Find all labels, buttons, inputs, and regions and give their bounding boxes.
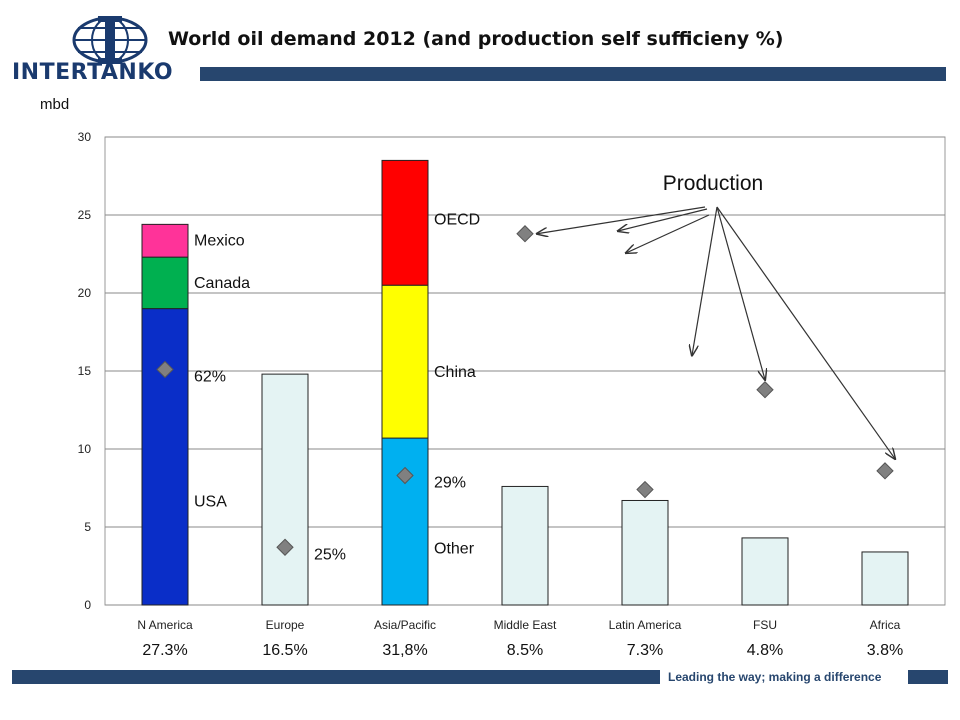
bar-segment-canada [141,256,189,310]
x-category-label: N America [137,618,193,632]
demand-share-label: 4.8% [747,642,783,659]
bar-segment-usa [141,308,189,606]
bar-africa [861,551,909,606]
production-arrow [618,208,708,231]
y-tick-label: 5 [84,520,91,534]
demand-share-label: 3.8% [867,642,903,659]
bar-fsu [741,537,789,606]
y-tick-label: 20 [78,286,92,300]
segment-label-oecd: OECD [434,211,480,228]
x-category-label: Europe [266,618,305,632]
y-tick-label: 15 [78,364,92,378]
x-category-label: Middle East [494,618,557,632]
x-category-label: Africa [870,618,901,632]
production-marker [396,466,414,485]
footer-band-left [12,670,660,684]
demand-share-label: 7.3% [627,642,663,659]
production-arrow [692,206,718,355]
bar-segment-other [381,437,429,606]
globe-icon [72,16,148,64]
production-marker [876,462,894,480]
production-marker [156,360,174,379]
bar-segment-oecd [381,159,429,286]
self-sufficiency-label: 25% [314,546,346,563]
production-arrow [626,214,710,253]
x-category-label: FSU [753,618,777,632]
segment-label-china: China [434,364,476,381]
header-band [200,67,946,81]
y-tick-label: 10 [78,442,92,456]
demand-share-label: 8.5% [507,642,543,659]
y-tick-label: 0 [84,598,91,612]
x-category-label: Latin America [609,618,682,632]
production-annotation: Production [663,172,763,195]
production-arrow [716,206,895,459]
page-title: World oil demand 2012 (and production se… [168,28,784,50]
footer-band-right [908,670,948,684]
self-sufficiency-label: 29% [434,475,466,492]
production-marker [516,225,534,243]
y-tick-label: 30 [78,130,92,144]
production-arrow [716,206,765,380]
intertanko-logo [8,12,198,92]
bar-europe [261,373,309,606]
production-marker [756,381,774,399]
production-arrow [537,206,706,234]
production-marker [276,538,294,556]
demand-share-label: 16.5% [262,642,307,659]
bar-latin-america [621,499,669,606]
demand-share-label: 31,8% [382,642,427,659]
bar-segment-china [381,284,429,439]
self-sufficiency-label: 62% [194,368,226,385]
segment-label-usa: USA [194,494,227,511]
footer-tagline: Leading the way; making a difference [668,670,882,684]
demand-share-label: 27.3% [142,642,187,659]
bar-middle-east [501,485,549,606]
segment-label-mexico: Mexico [194,233,245,250]
bar-segment-mexico [141,223,189,258]
production-marker [636,480,654,499]
logo-text: INTERTANKO [12,60,174,85]
y-axis-unit: mbd [40,96,70,113]
segment-label-other: Other [434,541,475,558]
segment-label-canada: Canada [194,275,250,292]
x-category-label: Asia/Pacific [374,618,436,632]
y-tick-label: 25 [78,208,92,222]
